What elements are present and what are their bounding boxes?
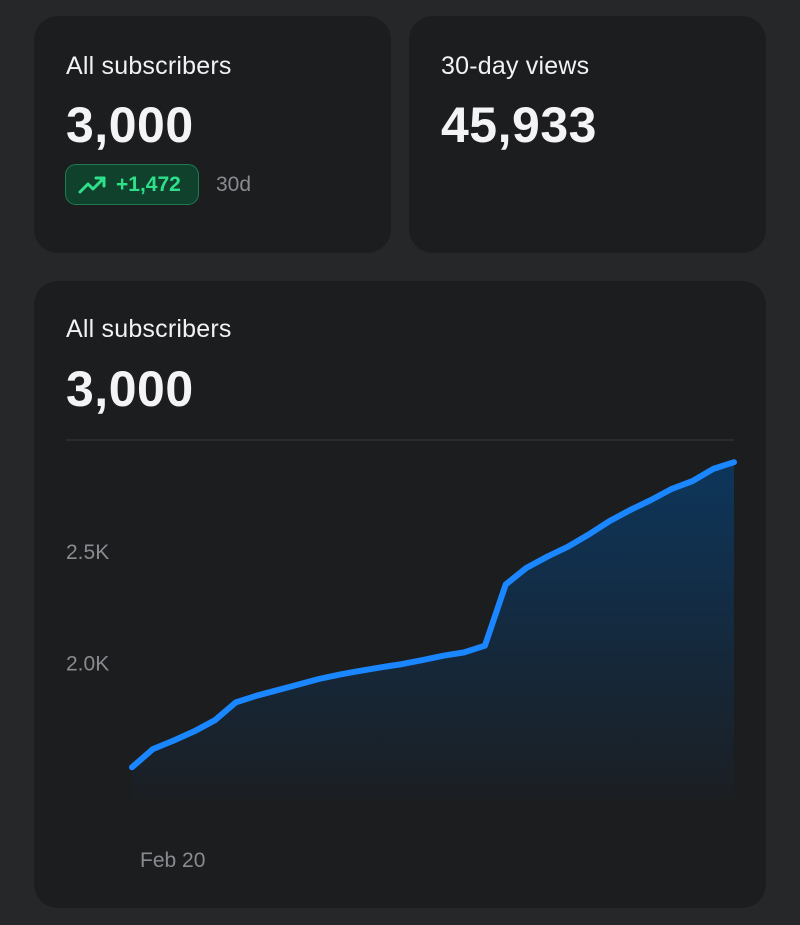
y-tick-label-0: 2.0K xyxy=(66,652,109,675)
growth-badge: +1,472 xyxy=(65,164,199,205)
y-tick-label-1: 2.5K xyxy=(66,541,109,564)
period-label: 30d xyxy=(216,173,252,196)
subscribers-summary-card[interactable]: All subscribers 3,000 +1,472 30d xyxy=(34,16,391,253)
subscribers-label: All subscribers xyxy=(66,52,232,80)
subscribers-chart[interactable]: 2.0K 2.5K Feb 20 xyxy=(34,281,766,908)
chart-total: 3,000 xyxy=(66,361,194,417)
subscribers-area xyxy=(132,462,734,798)
views-label: 30-day views xyxy=(441,52,590,80)
subscribers-line xyxy=(129,459,737,771)
growth-value: +1,472 xyxy=(116,172,181,196)
views-count: 45,933 xyxy=(441,97,597,153)
chart-title: All subscribers xyxy=(66,315,232,343)
subscribers-chart-card: All subscribers 3,000 2.0K 2.5K Feb 20 xyxy=(34,281,766,908)
trending-up-icon xyxy=(78,176,106,193)
views-summary-card[interactable]: 30-day views 45,933 xyxy=(409,16,766,253)
subscribers-count: 3,000 xyxy=(66,97,194,153)
x-tick-label-0: Feb 20 xyxy=(140,849,205,872)
